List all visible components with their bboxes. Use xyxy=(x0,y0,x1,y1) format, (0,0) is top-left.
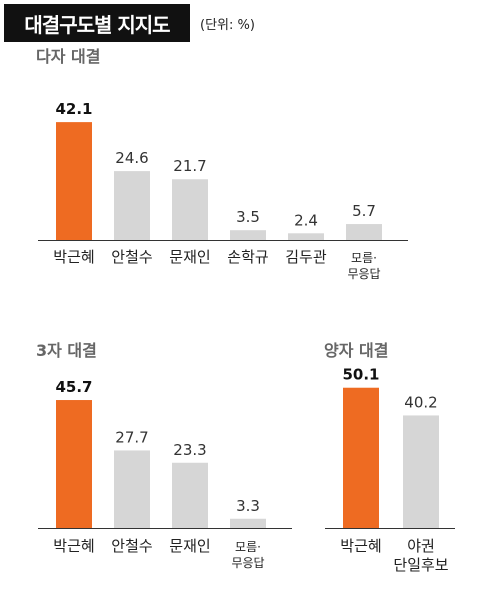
bar-0-1 xyxy=(114,171,150,240)
bar-1-1 xyxy=(114,450,150,528)
category-label: 문재인 xyxy=(169,537,210,555)
bar-0-4 xyxy=(288,233,324,240)
value-label: 24.6 xyxy=(115,149,148,167)
value-label: 3.3 xyxy=(236,497,260,515)
category-label: 야권 단일후보 xyxy=(393,537,448,574)
value-label: 2.4 xyxy=(294,211,318,229)
category-label: 안철수 xyxy=(111,537,152,555)
bar-0-3 xyxy=(230,230,266,240)
section-title-two-way: 양자 대결 xyxy=(324,341,388,360)
bar-2-0 xyxy=(343,387,379,528)
bar-0-5 xyxy=(346,224,382,240)
bar-1-3 xyxy=(230,518,266,528)
chart-title: 대결구도별 지지도 xyxy=(4,4,190,42)
value-label: 42.1 xyxy=(55,100,92,118)
value-label: 3.5 xyxy=(236,208,260,226)
category-label: 손학규 xyxy=(227,248,268,266)
section-title-three-way: 3자 대결 xyxy=(36,341,97,360)
value-label: 40.2 xyxy=(404,393,437,411)
unit-label: (단위: %) xyxy=(200,18,255,33)
multi-candidate-chart: 42.1 박근혜 24.6 안철수 21.7 문재인 3.5 손학규 2.4 김두관 5.7 모름· 무… xyxy=(38,100,408,281)
bar-2-1 xyxy=(403,415,439,528)
category-label: 문재인 xyxy=(169,248,210,266)
value-label: 23.3 xyxy=(173,441,206,459)
category-label: 박근혜 xyxy=(53,248,94,266)
category-label: 안철수 xyxy=(111,248,152,266)
value-label: 5.7 xyxy=(352,202,376,220)
section-title-multi: 다자 대결 xyxy=(36,47,100,66)
category-label: 모름· 무응답 xyxy=(231,540,264,570)
bar-0-0 xyxy=(56,122,92,240)
three-way-chart: 45.7 박근혜 27.7 안철수 23.3 문재인 3.3 모름· 무응답 xyxy=(38,378,292,570)
category-label: 모름· 무응답 xyxy=(347,251,380,281)
bar-0-2 xyxy=(172,179,208,240)
category-label: 박근혜 xyxy=(53,537,94,555)
value-label: 27.7 xyxy=(115,428,148,446)
value-label: 45.7 xyxy=(55,378,92,396)
value-label: 21.7 xyxy=(173,157,206,175)
bar-1-2 xyxy=(172,462,208,528)
value-label: 50.1 xyxy=(342,366,379,384)
bar-1-0 xyxy=(56,400,92,528)
category-label: 박근혜 xyxy=(340,537,381,555)
two-way-chart: 50.1 박근혜 40.2 야권 단일후보 xyxy=(325,366,455,574)
category-label: 김두관 xyxy=(285,248,327,266)
